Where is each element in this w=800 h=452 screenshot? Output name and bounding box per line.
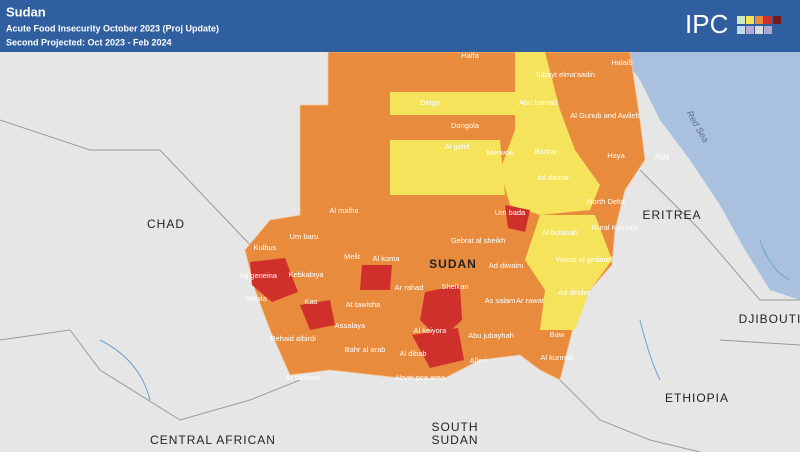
locality-label: Kebkabiya <box>288 270 324 279</box>
header-bar <box>0 0 800 52</box>
locality-label: Dongola <box>451 121 480 130</box>
locality-label: Baw <box>550 330 565 339</box>
phase4-areas <box>250 205 530 368</box>
locality-label: North Delta <box>587 197 626 206</box>
locality-label: Abu jubayhah <box>468 331 514 340</box>
locality-label: Melit <box>344 252 361 261</box>
locality-label: Ar radoum <box>285 373 320 382</box>
locality-label: Delgo <box>420 98 440 107</box>
locality-label: Halaib <box>611 58 632 67</box>
locality-label: Habila <box>245 294 267 303</box>
locality-label: Abyei pca area <box>395 373 446 382</box>
borders <box>0 119 800 452</box>
locality-label: Rural Kassala <box>592 223 640 232</box>
locality-label: Al koma <box>372 254 400 263</box>
locality-label: Rehaid albirdi <box>270 334 316 343</box>
locality-label: Al dibab <box>399 349 426 358</box>
country-label: SUDAN <box>431 433 478 447</box>
logo-text: IPC <box>685 9 728 39</box>
locality-label: Haya <box>607 151 625 160</box>
country-label: DJIBOUTI <box>739 312 800 326</box>
locality-label: Sheikan <box>441 282 468 291</box>
locality-label: Al malha <box>329 206 359 215</box>
locality-label: Kulbus <box>254 243 277 252</box>
locality-label: Al keiyora <box>414 326 448 335</box>
locality-label: Ar rahad <box>395 283 424 292</box>
locality-label: Bahr al arab <box>345 345 386 354</box>
logo-squares <box>737 16 781 34</box>
locality-label: Um bada <box>495 208 526 217</box>
rivers <box>99 239 791 401</box>
locality-label: Ad dinder <box>558 288 591 297</box>
locality-label: Um baru <box>290 232 319 241</box>
locality-label: Ad diwaim <box>489 261 524 270</box>
country-label: SUDAN <box>429 257 477 271</box>
country-label: CENTRAL AFRICAN <box>150 433 276 447</box>
locality-label: Kas <box>305 297 318 306</box>
locality-label: Wasat al gedaref <box>556 255 613 264</box>
country-label: SOUTH <box>432 420 479 434</box>
locality-label: Ad damar <box>537 173 570 182</box>
locality-label: Al butanah <box>542 228 578 237</box>
locality-label: Merwoe <box>487 148 514 157</box>
header-period: Second Projected: Oct 2023 - Feb 2024 <box>6 37 172 47</box>
header-title: Sudan <box>6 4 46 19</box>
locality-label: Assalaya <box>335 321 366 330</box>
locality-label: Agig <box>654 152 669 161</box>
red-sea <box>620 52 800 300</box>
locality-label: Al Gunub and Awlieb <box>570 111 640 120</box>
header-subtitle: Acute Food Insecurity October 2023 (Proj… <box>6 23 219 33</box>
locality-label: Abu hamad <box>519 98 557 107</box>
phase2-areas <box>390 52 612 330</box>
locality-label: At tawisha <box>346 300 381 309</box>
locality-label: Jubayt elma'aadin <box>535 70 595 79</box>
country-label: CHAD <box>147 217 185 231</box>
country-label: ERITREA <box>642 208 701 222</box>
locality-label: Ar rawat <box>516 296 545 305</box>
locality-label: Alleri <box>470 356 487 365</box>
locality-label: Ag geneina <box>239 271 278 280</box>
country-label: ETHIOPIA <box>665 391 729 405</box>
locality-label: Barbar <box>535 147 558 156</box>
locality-label: Gebrat al sheikh <box>451 236 506 245</box>
locality-label: Al kurmuk <box>540 353 574 362</box>
locality-label: Al golid <box>445 142 470 151</box>
locality-label: As salam <box>485 296 516 305</box>
locality-label: Halfa <box>461 51 479 60</box>
